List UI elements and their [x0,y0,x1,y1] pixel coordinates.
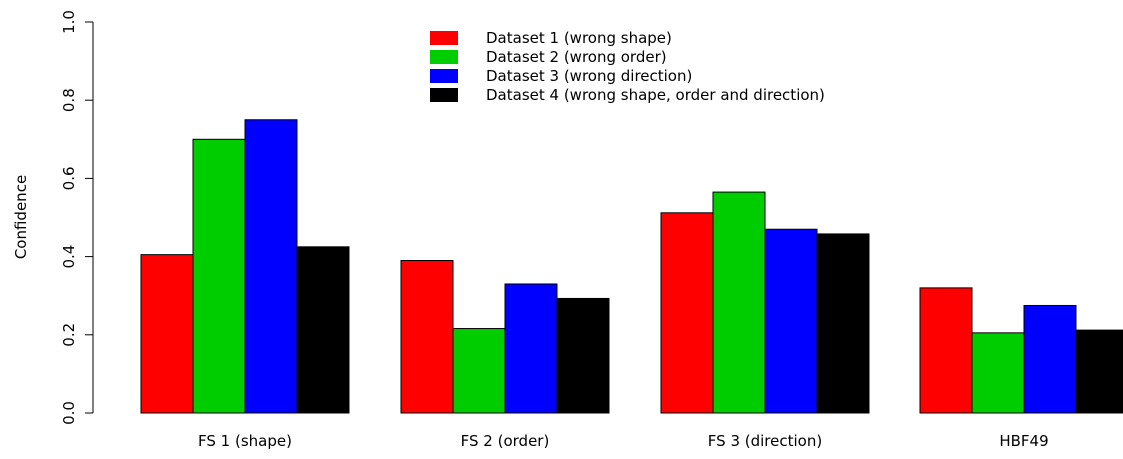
legend-label: Dataset 1 (wrong shape) [486,29,672,47]
category-label: FS 1 (shape) [198,432,292,450]
y-tick-label: 0.6 [60,166,78,190]
bar [1075,329,1123,414]
y-tick-label: 1.0 [60,10,78,34]
category-label: HBF49 [999,432,1048,450]
legend-label: Dataset 3 (wrong direction) [486,67,692,85]
bar [296,246,350,414]
bar [192,138,246,414]
bar [400,260,454,414]
category-label: FS 3 (direction) [708,432,822,450]
bar [504,283,558,414]
bar [556,297,610,414]
bar [140,254,194,414]
bar [971,332,1025,414]
category-label: FS 2 (order) [461,432,550,450]
category-labels: FS 1 (shape) FS 2 (order) FS 3 (direction)… [198,432,1049,450]
bar [816,233,870,414]
y-tick-label: 0.0 [60,401,78,425]
bar [452,328,506,414]
bar [919,287,973,414]
legend-label: Dataset 2 (wrong order) [486,48,667,66]
legend-label: Dataset 4 (wrong shape, order and direct… [486,86,825,104]
legend-swatch [430,88,458,102]
legend-swatch [430,69,458,83]
bar [660,212,714,414]
bar [244,119,298,414]
y-axis-title: Confidence [12,175,30,259]
legend-swatch [430,31,458,45]
y-tick-label: 0.8 [60,88,78,112]
bar [764,228,818,414]
y-tick-label: 0.2 [60,323,78,347]
legend-swatch [430,50,458,64]
bar [1023,304,1077,414]
y-axis: 0.0 0.2 0.4 0.6 0.8 1.0 [60,10,94,425]
bars [140,119,1123,414]
bar [712,191,766,414]
legend: Dataset 1 (wrong shape)Dataset 2 (wrong … [430,29,825,104]
y-tick-label: 0.4 [60,245,78,269]
